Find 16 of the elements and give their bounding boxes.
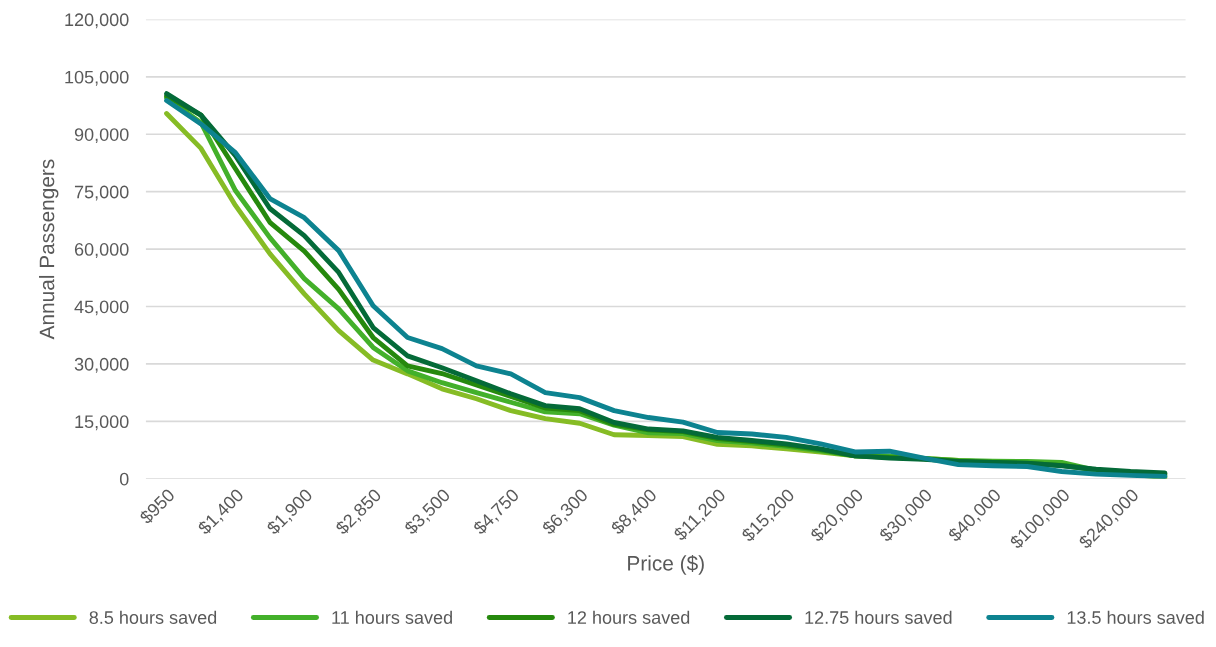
y-tick-label: 90,000 bbox=[74, 128, 129, 144]
y-tick-label: 0 bbox=[119, 472, 129, 486]
y-tick-label: 30,000 bbox=[74, 357, 129, 373]
legend-label: 13.5 hours saved bbox=[1067, 610, 1204, 624]
legend-label: 12 hours saved bbox=[568, 610, 690, 624]
y-axis-title: Annual Passengers bbox=[39, 159, 59, 340]
y-tick-label: 45,000 bbox=[74, 300, 129, 316]
y-tick-label: 105,000 bbox=[65, 70, 129, 86]
y-tick-label: 120,000 bbox=[65, 13, 129, 29]
legend-label: 11 hours saved bbox=[332, 610, 452, 624]
x-axis-title: Price ($) bbox=[628, 555, 704, 575]
y-tick-label: 75,000 bbox=[74, 185, 129, 201]
legend-label: 8.5 hours saved bbox=[89, 610, 217, 624]
y-tick-label: 60,000 bbox=[74, 243, 129, 258]
y-tick-label: 15,000 bbox=[75, 415, 129, 431]
legend-label: 12.75 hours saved bbox=[805, 610, 952, 624]
